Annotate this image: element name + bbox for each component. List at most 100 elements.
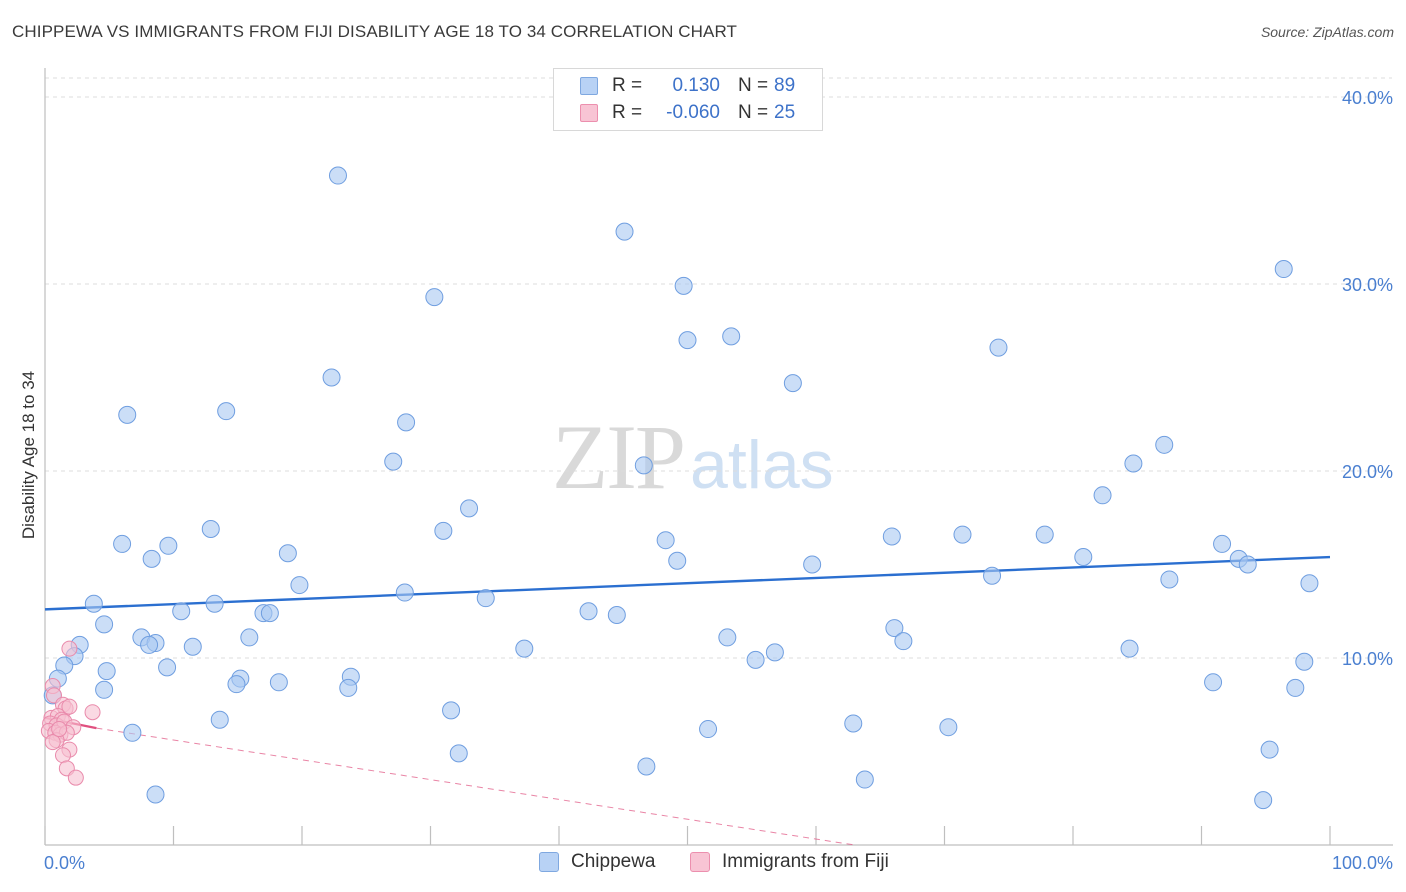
- chippewa-point: [123, 723, 142, 742]
- chippewa-point: [674, 276, 693, 295]
- chippewa-point: [1295, 652, 1314, 671]
- series-legend: Chippewa Immigrants from Fiji: [0, 851, 1406, 879]
- chippewa-point: [637, 757, 656, 776]
- chippewa-point: [746, 650, 765, 669]
- axes: [44, 68, 1393, 846]
- x-tick-label: 0.0%: [44, 853, 85, 873]
- chippewa-point: [278, 544, 297, 563]
- fiji-point: [61, 640, 78, 657]
- chippewa-point: [615, 222, 634, 241]
- chippewa-point: [449, 744, 468, 763]
- chippewa-point: [1160, 570, 1179, 589]
- grid-lines: [45, 77, 1392, 659]
- legend-r-value: -0.060: [666, 102, 720, 123]
- chippewa-point: [1274, 260, 1293, 279]
- chippewa-point: [1260, 740, 1279, 759]
- chippewa-point: [146, 785, 165, 804]
- chippewa-point: [1035, 525, 1054, 544]
- chippewa-point: [269, 673, 288, 692]
- chippewa-point: [1254, 791, 1273, 810]
- chippewa-point: [668, 551, 687, 570]
- chippewa-point: [476, 589, 495, 608]
- chippewa-point: [240, 628, 259, 647]
- chippewa-point: [1204, 673, 1223, 692]
- chippewa-point: [844, 714, 863, 733]
- chippewa-trend-line: [44, 555, 1331, 611]
- legend-n-value: 89: [774, 75, 796, 96]
- chippewa-point: [95, 615, 114, 634]
- legend-n-label: N =: [738, 102, 769, 123]
- chippewa-point: [515, 639, 534, 658]
- chippewa-point: [384, 452, 403, 471]
- chippewa-point: [783, 374, 802, 393]
- chippewa-point: [425, 288, 444, 307]
- chippewa-point: [765, 643, 784, 662]
- data-points: [40, 166, 1319, 810]
- chippewa-point: [699, 720, 718, 739]
- legend-item-fiji[interactable]: Immigrants from Fiji: [690, 851, 889, 873]
- legend-row-chippewa: R = 0.130 N = 89: [580, 73, 795, 99]
- chippewa-point: [656, 531, 675, 550]
- chippewa-point: [607, 605, 626, 624]
- watermark-zip: ZIP: [552, 406, 686, 508]
- fiji-point: [44, 734, 61, 751]
- chippewa-point: [722, 327, 741, 346]
- legend-r-label: R =: [612, 75, 643, 96]
- legend-swatch-fiji: [690, 852, 710, 872]
- chippewa-point: [158, 658, 177, 677]
- source-note: Source: ZipAtlas.com: [1260, 24, 1394, 40]
- chippewa-point: [634, 456, 653, 475]
- chippewa-point: [159, 536, 178, 555]
- chippewa-point: [1213, 534, 1232, 553]
- chippewa-point: [84, 594, 103, 613]
- y-tick-label: 30.0%: [1342, 275, 1393, 295]
- chippewa-point: [442, 701, 461, 720]
- chippewa-point: [989, 338, 1008, 357]
- legend-n-label: N =: [738, 75, 769, 96]
- chippewa-point: [118, 405, 137, 424]
- chart-title: CHIPPEWA VS IMMIGRANTS FROM FIJI DISABIL…: [12, 22, 738, 41]
- chippewa-point: [894, 632, 913, 651]
- trend-lines: [44, 555, 1331, 846]
- y-tick-label: 10.0%: [1342, 649, 1393, 669]
- chippewa-point: [579, 602, 598, 621]
- chippewa-point: [1300, 574, 1319, 593]
- chippewa-point: [1093, 486, 1112, 505]
- chippewa-point: [1124, 454, 1143, 473]
- chippewa-point: [678, 331, 697, 350]
- fiji-trend-extension: [96, 727, 855, 846]
- chippewa-point: [1120, 639, 1139, 658]
- chippewa-point: [803, 555, 822, 574]
- chippewa-point: [201, 519, 220, 538]
- chippewa-point: [1238, 555, 1257, 574]
- chippewa-point: [322, 368, 341, 387]
- chippewa-point: [140, 635, 159, 654]
- chippewa-point: [885, 619, 904, 638]
- chippewa-point: [855, 770, 874, 789]
- chippewa-point: [397, 413, 416, 432]
- y-tick-label: 40.0%: [1342, 88, 1393, 108]
- chippewa-point: [290, 576, 309, 595]
- chippewa-point: [95, 680, 114, 699]
- chippewa-point: [460, 499, 479, 518]
- legend-row-fiji: R = -0.060 N = 25: [580, 100, 795, 126]
- watermark: ZIPatlas: [552, 404, 834, 510]
- chippewa-point: [217, 402, 236, 421]
- tick-labels: 10.0% 20.0% 30.0% 40.0% 0.0% 100.0%: [44, 88, 1393, 873]
- chippewa-point: [142, 549, 161, 568]
- chippewa-point: [983, 566, 1002, 585]
- legend-label-fiji: Immigrants from Fiji: [722, 851, 889, 872]
- legend-swatch-chippewa: [580, 77, 598, 95]
- legend-r-label: R =: [612, 102, 643, 123]
- chippewa-point: [1155, 435, 1174, 454]
- watermark-atlas: atlas: [690, 427, 834, 503]
- legend-item-chippewa[interactable]: Chippewa: [539, 851, 656, 873]
- fiji-point: [61, 698, 78, 715]
- correlation-legend: R = 0.130 N = 89 R = -0.060 N = 25: [553, 68, 823, 131]
- x-tick-label: 100.0%: [1332, 853, 1393, 873]
- chippewa-point: [434, 521, 453, 540]
- legend-label-chippewa: Chippewa: [571, 851, 656, 872]
- chippewa-point: [210, 710, 229, 729]
- chippewa-point: [260, 604, 279, 623]
